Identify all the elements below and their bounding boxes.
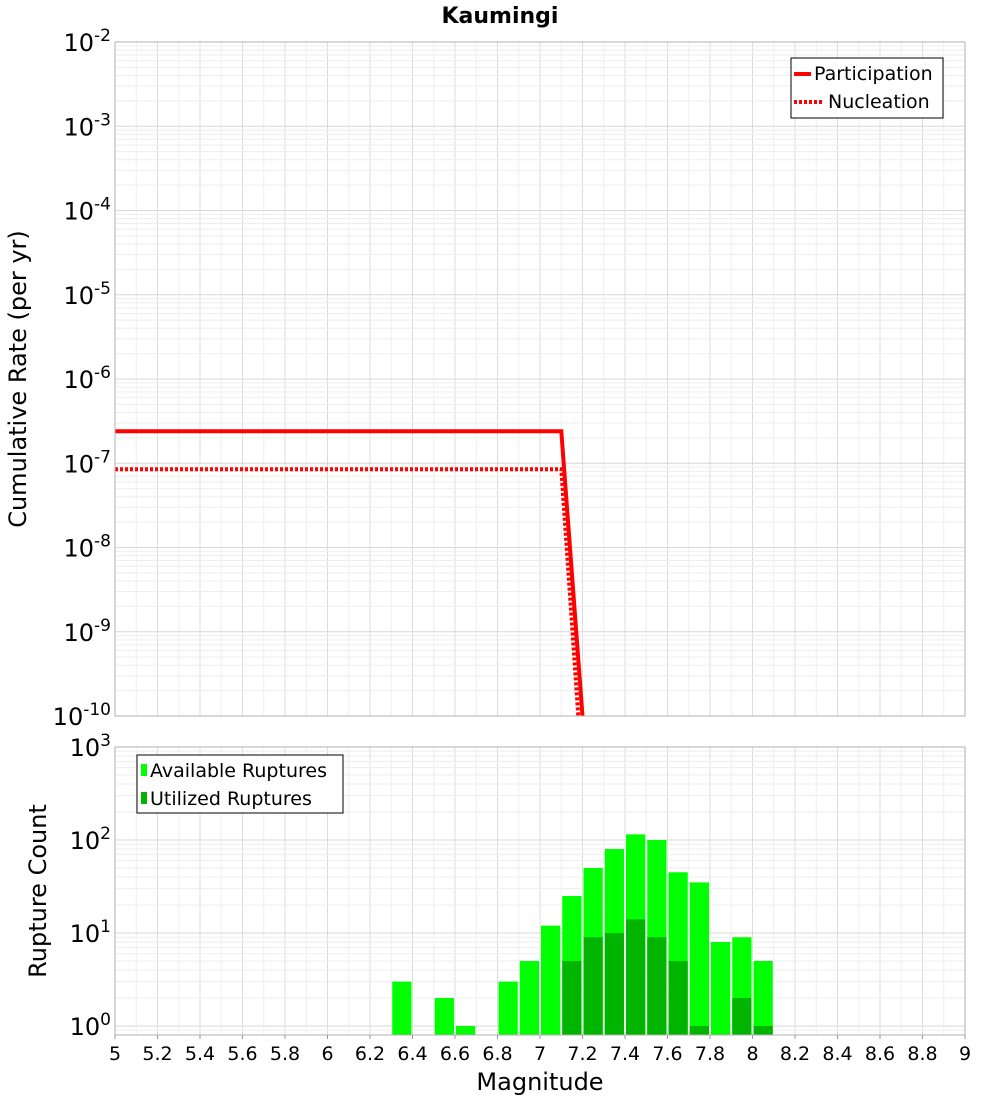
- x-tick-label: 6.4: [397, 1043, 427, 1065]
- rate-y-tick-label: 10-6: [64, 363, 112, 394]
- count-legend: Available Ruptures Utilized Ruptures: [136, 754, 344, 814]
- x-tick-label: 5.4: [185, 1043, 215, 1065]
- utilized-bar: [562, 960, 582, 1035]
- utilized-bar: [753, 1025, 773, 1035]
- available-bar: [541, 925, 561, 1035]
- x-tick-label: 6.6: [440, 1043, 470, 1065]
- available-bar: [456, 1025, 476, 1035]
- rate-y-tick-labels: 10-2 10-3 10-4 10-5 10-6 10-7 10-8 10-9 10-10: [53, 26, 111, 731]
- x-tick-label: 7.4: [610, 1043, 640, 1065]
- utilized-bar: [668, 960, 688, 1035]
- available-bar: [498, 981, 518, 1035]
- rate-y-tick-label: 10-4: [64, 195, 112, 226]
- rate-y-tick-label: 10-8: [64, 532, 112, 563]
- x-tick-label: 6: [321, 1043, 333, 1065]
- rate-y-tick-label: 10-7: [64, 447, 112, 478]
- x-tick-label: 7.2: [567, 1043, 597, 1065]
- rate-legend: Participation Nucleation: [790, 57, 944, 119]
- x-tick-label: 5.2: [142, 1043, 172, 1065]
- legend-label-participation: Participation: [814, 63, 933, 85]
- rate-series-line-nucleation: [115, 467, 581, 717]
- available-bar: [434, 997, 454, 1035]
- utilized-bar: [647, 937, 667, 1035]
- count-y-axis-label: Rupture Count: [24, 804, 52, 978]
- available-bar: [711, 942, 731, 1035]
- count-bars: [392, 834, 773, 1035]
- legend-label-nucleation: Nucleation: [828, 91, 930, 113]
- legend-label-available: Available Ruptures: [150, 760, 327, 782]
- rate-series-line-participation: [115, 429, 585, 717]
- rate-panel: 10-2 10-3 10-4 10-5 10-6 10-7 10-8 10-9 10-10 Cu…: [4, 26, 966, 731]
- rate-y-tick-label: 10-10: [53, 700, 111, 731]
- rate-y-axis-label: Cumulative Rate (per yr): [4, 230, 32, 528]
- rate-y-tick-label: 10-3: [64, 110, 112, 141]
- x-tick-label: 5.8: [270, 1043, 300, 1065]
- available-bar: [753, 960, 773, 1035]
- x-tick-label: 5.6: [227, 1043, 257, 1065]
- legend-label-utilized: Utilized Ruptures: [150, 788, 312, 810]
- utilized-bar: [604, 932, 624, 1035]
- count-y-tick-label: 103: [70, 731, 111, 762]
- x-axis-label: Magnitude: [476, 1068, 603, 1096]
- legend-swatch-available: [141, 764, 147, 776]
- rate-grid: [114, 42, 966, 717]
- utilized-bar: [626, 919, 646, 1035]
- x-tick-label: 7.8: [695, 1043, 725, 1065]
- count-legend-box: [136, 754, 344, 814]
- rate-legend-box: [790, 57, 944, 119]
- x-tick-label: 7.6: [652, 1043, 682, 1065]
- x-tick-label: 9: [959, 1043, 971, 1065]
- x-tick-label: 6.2: [355, 1043, 385, 1065]
- chart-title: Kaumingi: [442, 4, 559, 29]
- rate-y-tick-label: 10-9: [64, 616, 112, 647]
- utilized-bar: [732, 997, 752, 1035]
- x-tick-label: 8.2: [780, 1043, 810, 1065]
- count-y-tick-label: 102: [70, 824, 111, 855]
- rate-series: [115, 429, 585, 717]
- count-panel: 103 102 101 100 5 5.2 5.4 5.6 5.8 6 6.2 6.4 6.6 6.8 7…: [24, 731, 971, 1096]
- rate-y-tick-label: 10-2: [64, 26, 112, 57]
- count-y-tick-label: 101: [70, 917, 111, 948]
- utilized-bar: [583, 937, 603, 1035]
- count-y-tick-label: 100: [70, 1010, 111, 1041]
- x-tick-label: 8.8: [907, 1043, 937, 1065]
- x-tick-label: 8: [746, 1043, 758, 1065]
- utilized-bar: [689, 1025, 709, 1035]
- count-y-tick-labels: 103 102 101 100: [70, 731, 111, 1041]
- available-bar: [519, 960, 539, 1035]
- x-tick-label: 7: [534, 1043, 546, 1065]
- rate-plot-frame: [114, 41, 966, 717]
- x-tick-label: 8.4: [822, 1043, 852, 1065]
- available-bar: [392, 981, 412, 1035]
- x-tick-labels: 5 5.2 5.4 5.6 5.8 6 6.2 6.4 6.6 6.8 7 7.2 7.4 7.6 7.8 8…: [109, 1035, 971, 1065]
- x-tick-label: 8.6: [865, 1043, 895, 1065]
- available-bar: [689, 882, 709, 1035]
- rate-y-tick-label: 10-5: [64, 279, 112, 310]
- legend-swatch-utilized: [141, 792, 147, 804]
- x-tick-label: 5: [109, 1043, 121, 1065]
- x-tick-label: 6.8: [482, 1043, 512, 1065]
